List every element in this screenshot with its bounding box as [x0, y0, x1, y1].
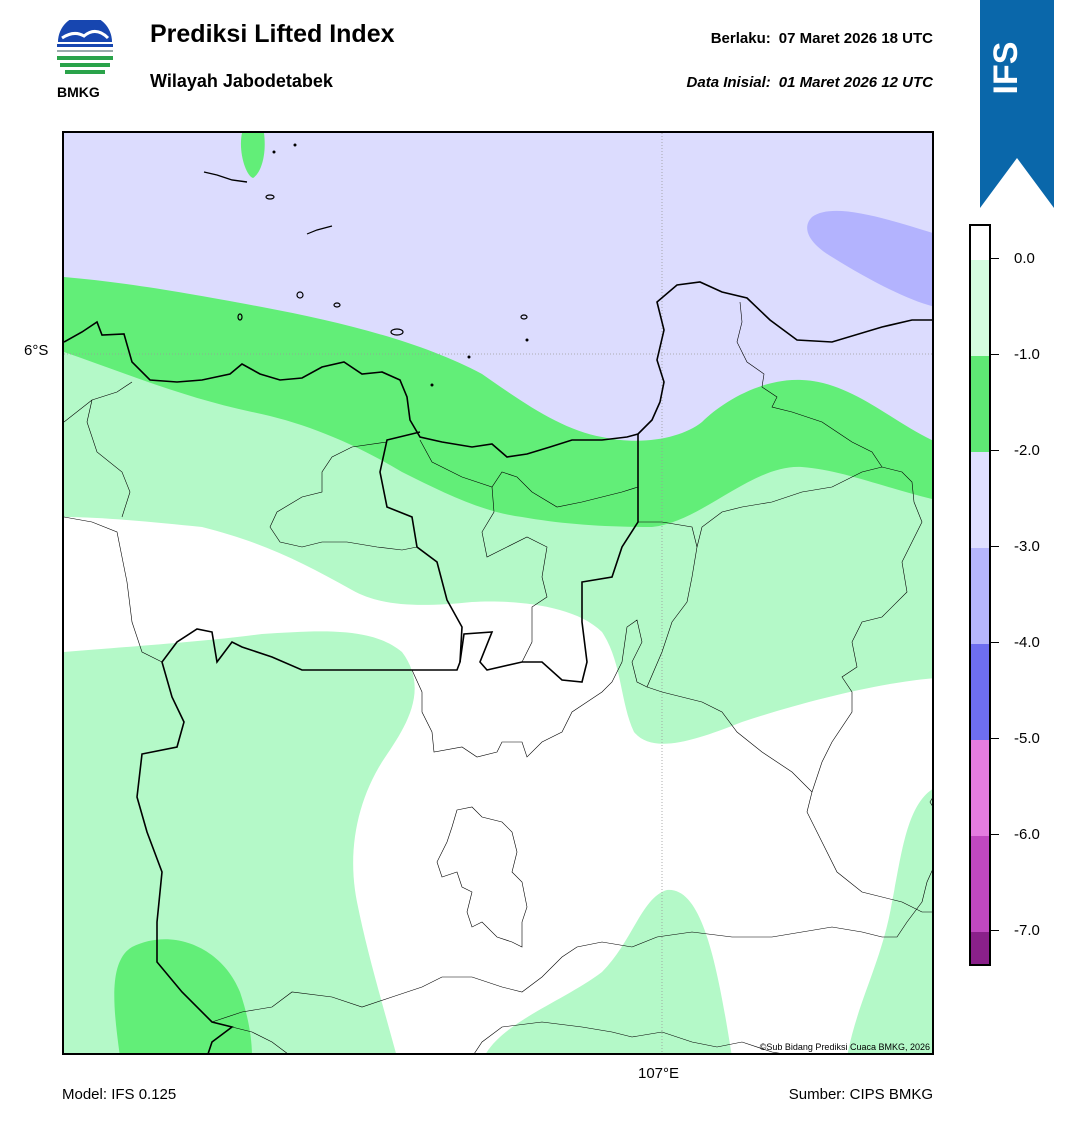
colorbar-tick-label: -3.0	[1014, 538, 1040, 555]
map-area[interactable]: ©Sub Bidang Prediksi Cuaca BMKG, 2026	[62, 131, 934, 1055]
lifted-index-field	[64, 133, 932, 1053]
map-subtitle: Wilayah Jabodetabek	[150, 71, 333, 91]
map-title: Prediksi Lifted Index	[150, 20, 395, 48]
init-value: 01 Maret 2026 12 UTC	[778, 74, 933, 91]
colorbar-tick-label: -4.0	[1014, 634, 1040, 651]
colorbar-tick	[991, 930, 999, 931]
ribbon-label: IFS	[987, 41, 1025, 95]
colorbar-segment	[971, 260, 989, 356]
colorbar-segment	[971, 226, 989, 260]
colorbar-tick	[991, 738, 999, 739]
colorbar-segment	[971, 356, 989, 452]
colorbar-tick-label: -5.0	[1014, 730, 1040, 747]
colorbar-segment	[971, 932, 989, 964]
colorbar-tick	[991, 258, 999, 259]
colorbar-tick-label: 0.0	[1014, 250, 1035, 267]
longitude-label: 107°E	[638, 1065, 680, 1082]
colorbar-segment	[971, 548, 989, 644]
valid-value: 07 Maret 2026 18 UTC	[778, 30, 933, 47]
colorbar-segment	[971, 740, 989, 836]
bmkg-logo-icon	[57, 20, 113, 74]
colorbar-tick-label: -2.0	[1014, 442, 1040, 459]
colorbar-tick-label: -7.0	[1014, 922, 1040, 939]
colorbar-segment	[971, 644, 989, 740]
colorbar-tick-label: -6.0	[1014, 826, 1040, 843]
valid-label: Berlaku:	[710, 30, 771, 47]
colorbar-tick	[991, 834, 999, 835]
copyright-credit: ©Sub Bidang Prediksi Cuaca BMKG, 2026	[759, 1042, 930, 1052]
model-label: Model: IFS 0.125	[62, 1086, 177, 1103]
logo-text: BMKG	[57, 84, 100, 100]
init-time: Data Inisial: 01 Maret 2026 12 UTC	[687, 74, 933, 91]
colorbar-tick-label: -1.0	[1014, 346, 1040, 363]
source-label: Sumber: CIPS BMKG	[788, 1086, 933, 1103]
colorbar-tick	[991, 354, 999, 355]
init-label: Data Inisial:	[686, 74, 771, 91]
colorbar-tick	[991, 450, 999, 451]
ifs-ribbon	[980, 0, 1054, 208]
colorbar-tick	[991, 546, 999, 547]
colorbar	[969, 224, 991, 966]
colorbar-tick	[991, 642, 999, 643]
colorbar-segment	[971, 452, 989, 548]
colorbar-segment	[971, 836, 989, 932]
valid-time: Berlaku: 07 Maret 2026 18 UTC	[711, 30, 933, 47]
latitude-label: 6°S	[24, 342, 49, 359]
